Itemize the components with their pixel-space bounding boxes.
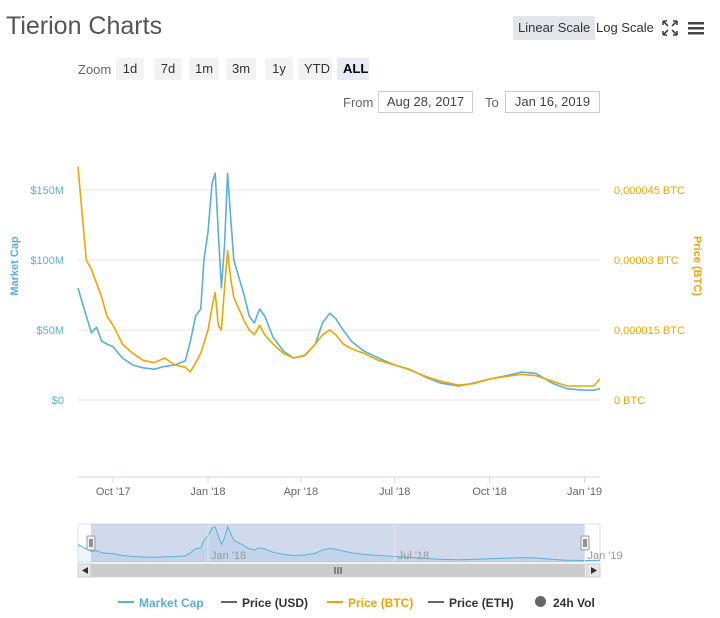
x-tick-label: Jul '18 — [379, 486, 410, 498]
legend-line-icon — [118, 601, 134, 603]
zoom-button-1y[interactable]: 1y — [265, 58, 293, 80]
navigator-left-handle[interactable] — [86, 535, 96, 551]
x-tick-label: Jan '19 — [567, 486, 602, 498]
y-right-tick-label: 0,000045 BTC — [614, 185, 685, 197]
series-line-market-cap[interactable] — [77, 172, 601, 391]
zoom-button-7d[interactable]: 7d — [154, 58, 182, 80]
navigator-selection[interactable] — [91, 524, 585, 562]
legend: Market Cap Price (USD) Price (BTC) Price (E… — [0, 594, 720, 612]
y-left-axis-title: Market Cap — [9, 236, 21, 296]
fullscreen-icon[interactable] — [660, 18, 680, 38]
from-label: From — [343, 95, 374, 110]
linear-scale-button[interactable]: Linear Scale — [513, 16, 596, 40]
arrow-right-icon — [591, 567, 597, 574]
y-left-tick-label: $50M — [36, 325, 64, 337]
menu-icon[interactable] — [686, 18, 706, 38]
legend-label: Price (BTC) — [348, 596, 414, 610]
legend-line-icon — [428, 601, 444, 603]
x-tick-label: Apr '18 — [284, 486, 319, 498]
series-line-price-btc[interactable] — [77, 166, 601, 387]
x-tick-label: Jan '18 — [190, 486, 225, 498]
navigator-right-handle[interactable] — [580, 535, 590, 551]
navigator-tick-label: Jan '19 — [588, 550, 623, 562]
zoom-button-1m[interactable]: 1m — [189, 58, 219, 80]
x-tick-label: Oct '17 — [96, 486, 131, 498]
y-right-tick-label: 0,000015 BTC — [614, 325, 685, 337]
hamburger-icon — [688, 22, 704, 35]
y-right-axis-title: Price (BTC) — [691, 236, 703, 296]
x-tick-label: Oct '18 — [472, 486, 507, 498]
zoom-button-3m[interactable]: 3m — [226, 58, 256, 80]
legend-label: Market Cap — [139, 596, 204, 610]
navigator-tick-label: Jan '18 — [211, 550, 246, 562]
navigator-background — [77, 523, 601, 563]
chart-area[interactable]: $0 $50M $100M $150M 0 BTC 0,000015 BTC 0,00003… — [0, 0, 720, 590]
legend-line-icon — [327, 601, 343, 603]
from-date-input[interactable]: Aug 28, 2017 — [378, 91, 473, 113]
chart-title: Tierion Charts — [6, 12, 163, 40]
navigator-series-line — [77, 525, 601, 561]
legend-label: Price (USD) — [242, 596, 309, 610]
to-label: To — [485, 95, 499, 110]
zoom-button-1d[interactable]: 1d — [116, 58, 144, 80]
legend-label: 24h Vol — [553, 596, 595, 610]
navigator-tick-label: Jul '18 — [398, 550, 429, 562]
y-left-tick-label: $150M — [30, 185, 64, 197]
legend-dot-icon — [535, 596, 546, 607]
log-scale-button[interactable]: Log Scale — [596, 20, 654, 35]
y-right-tick-label: 0,00003 BTC — [614, 255, 679, 267]
zoom-button-all[interactable]: ALL — [337, 58, 369, 80]
arrow-left-icon — [82, 567, 88, 574]
y-left-tick-label: $100M — [30, 255, 64, 267]
fullscreen-icon-graphic — [662, 20, 678, 36]
legend-label: Price (ETH) — [449, 596, 514, 610]
legend-line-icon — [221, 601, 237, 603]
zoom-button-ytd[interactable]: YTD — [298, 58, 332, 80]
y-left-tick-label: $0 — [52, 395, 64, 407]
zoom-label: Zoom — [78, 62, 112, 77]
y-right-tick-label: 0 BTC — [614, 395, 645, 407]
to-date-input[interactable]: Jan 16, 2019 — [505, 91, 600, 113]
